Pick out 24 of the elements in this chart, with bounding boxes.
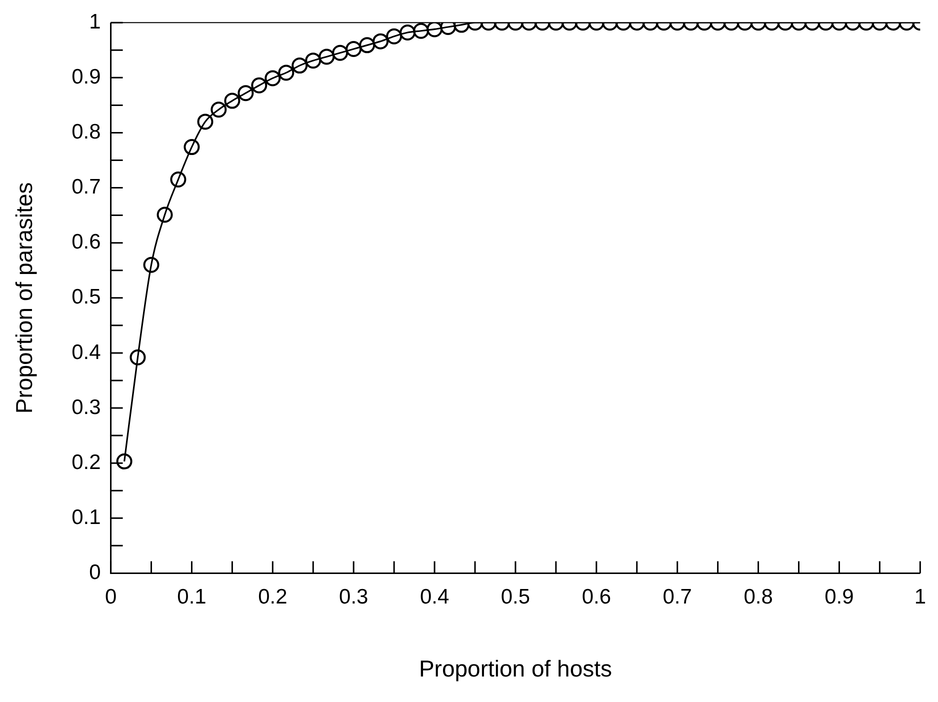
- y-tick-label: 0.9: [72, 65, 101, 88]
- y-tick-label: 1: [89, 10, 101, 34]
- x-tick-label: 0.5: [500, 586, 530, 609]
- x-tick-label: 0.2: [258, 586, 288, 609]
- y-tick-label: 0.2: [72, 450, 101, 474]
- y-tick-label: 0.4: [72, 340, 102, 364]
- y-tick-label: 0.6: [72, 230, 101, 254]
- x-tick-label: 0.3: [339, 586, 368, 609]
- x-tick-label: 0.4: [420, 586, 450, 609]
- y-tick-label: 0.1: [72, 506, 101, 529]
- x-tick-label: 0: [104, 586, 117, 609]
- x-tick-label: 0.1: [177, 586, 206, 609]
- y-axis-title: Proportion of parasites: [11, 182, 38, 414]
- y-tick-label: 0.7: [72, 176, 101, 199]
- x-tick-label: 1: [914, 586, 926, 609]
- y-tick-label: 0.3: [72, 396, 101, 419]
- y-tick-label: 0.8: [72, 120, 101, 144]
- x-tick-label: 0.6: [582, 586, 612, 609]
- x-tick-label: 0.8: [744, 586, 773, 609]
- x-tick-label: 0.7: [662, 586, 692, 609]
- x-tick-label: 0.9: [824, 586, 854, 609]
- y-tick-label: 0.5: [72, 286, 101, 309]
- x-axis-title: Proportion of hosts: [418, 656, 612, 682]
- y-tick-label: 0: [89, 560, 101, 584]
